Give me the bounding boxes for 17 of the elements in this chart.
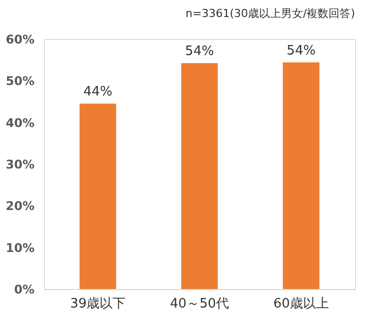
y-tick-label: 20% [6,199,34,214]
x-tick-label: 60歳以上 [273,296,329,312]
text: n=3361(30歳以上男女/複数回答) [186,7,355,20]
data-label: 54% [286,43,316,58]
y-tick-label: 30% [6,158,34,172]
data-label: 44% [83,84,112,100]
bar [181,63,218,289]
x-tick-label: 39歳以下 [70,296,126,312]
bar [80,104,116,289]
x-tick-label: 40～50代 [170,296,230,312]
data-label: 54% [185,44,214,60]
y-tick-label: 60% [6,32,34,46]
y-tick-label: 50% [6,74,34,88]
y-tick-label: 40% [6,116,34,130]
y-tick-label: 10% [6,240,34,255]
y-tick-label: 0% [14,282,34,296]
bar [282,62,320,289]
